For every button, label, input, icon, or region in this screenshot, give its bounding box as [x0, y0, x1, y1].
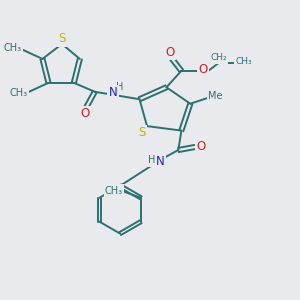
- Text: N: N: [156, 155, 165, 168]
- Text: O: O: [166, 46, 175, 59]
- Text: CH₃: CH₃: [4, 44, 22, 53]
- Text: O: O: [196, 140, 206, 153]
- Text: Me: Me: [208, 91, 223, 101]
- Text: S: S: [58, 32, 66, 45]
- Text: H: H: [148, 155, 155, 166]
- Text: O: O: [199, 64, 208, 76]
- Text: CH₃: CH₃: [10, 88, 28, 98]
- Text: H: H: [116, 82, 124, 92]
- Text: CH₂: CH₂: [210, 53, 227, 62]
- Text: CH₃: CH₃: [105, 186, 123, 196]
- Text: N: N: [109, 86, 118, 99]
- Text: S: S: [138, 126, 145, 139]
- Text: CH₃: CH₃: [236, 57, 252, 66]
- Text: O: O: [81, 107, 90, 120]
